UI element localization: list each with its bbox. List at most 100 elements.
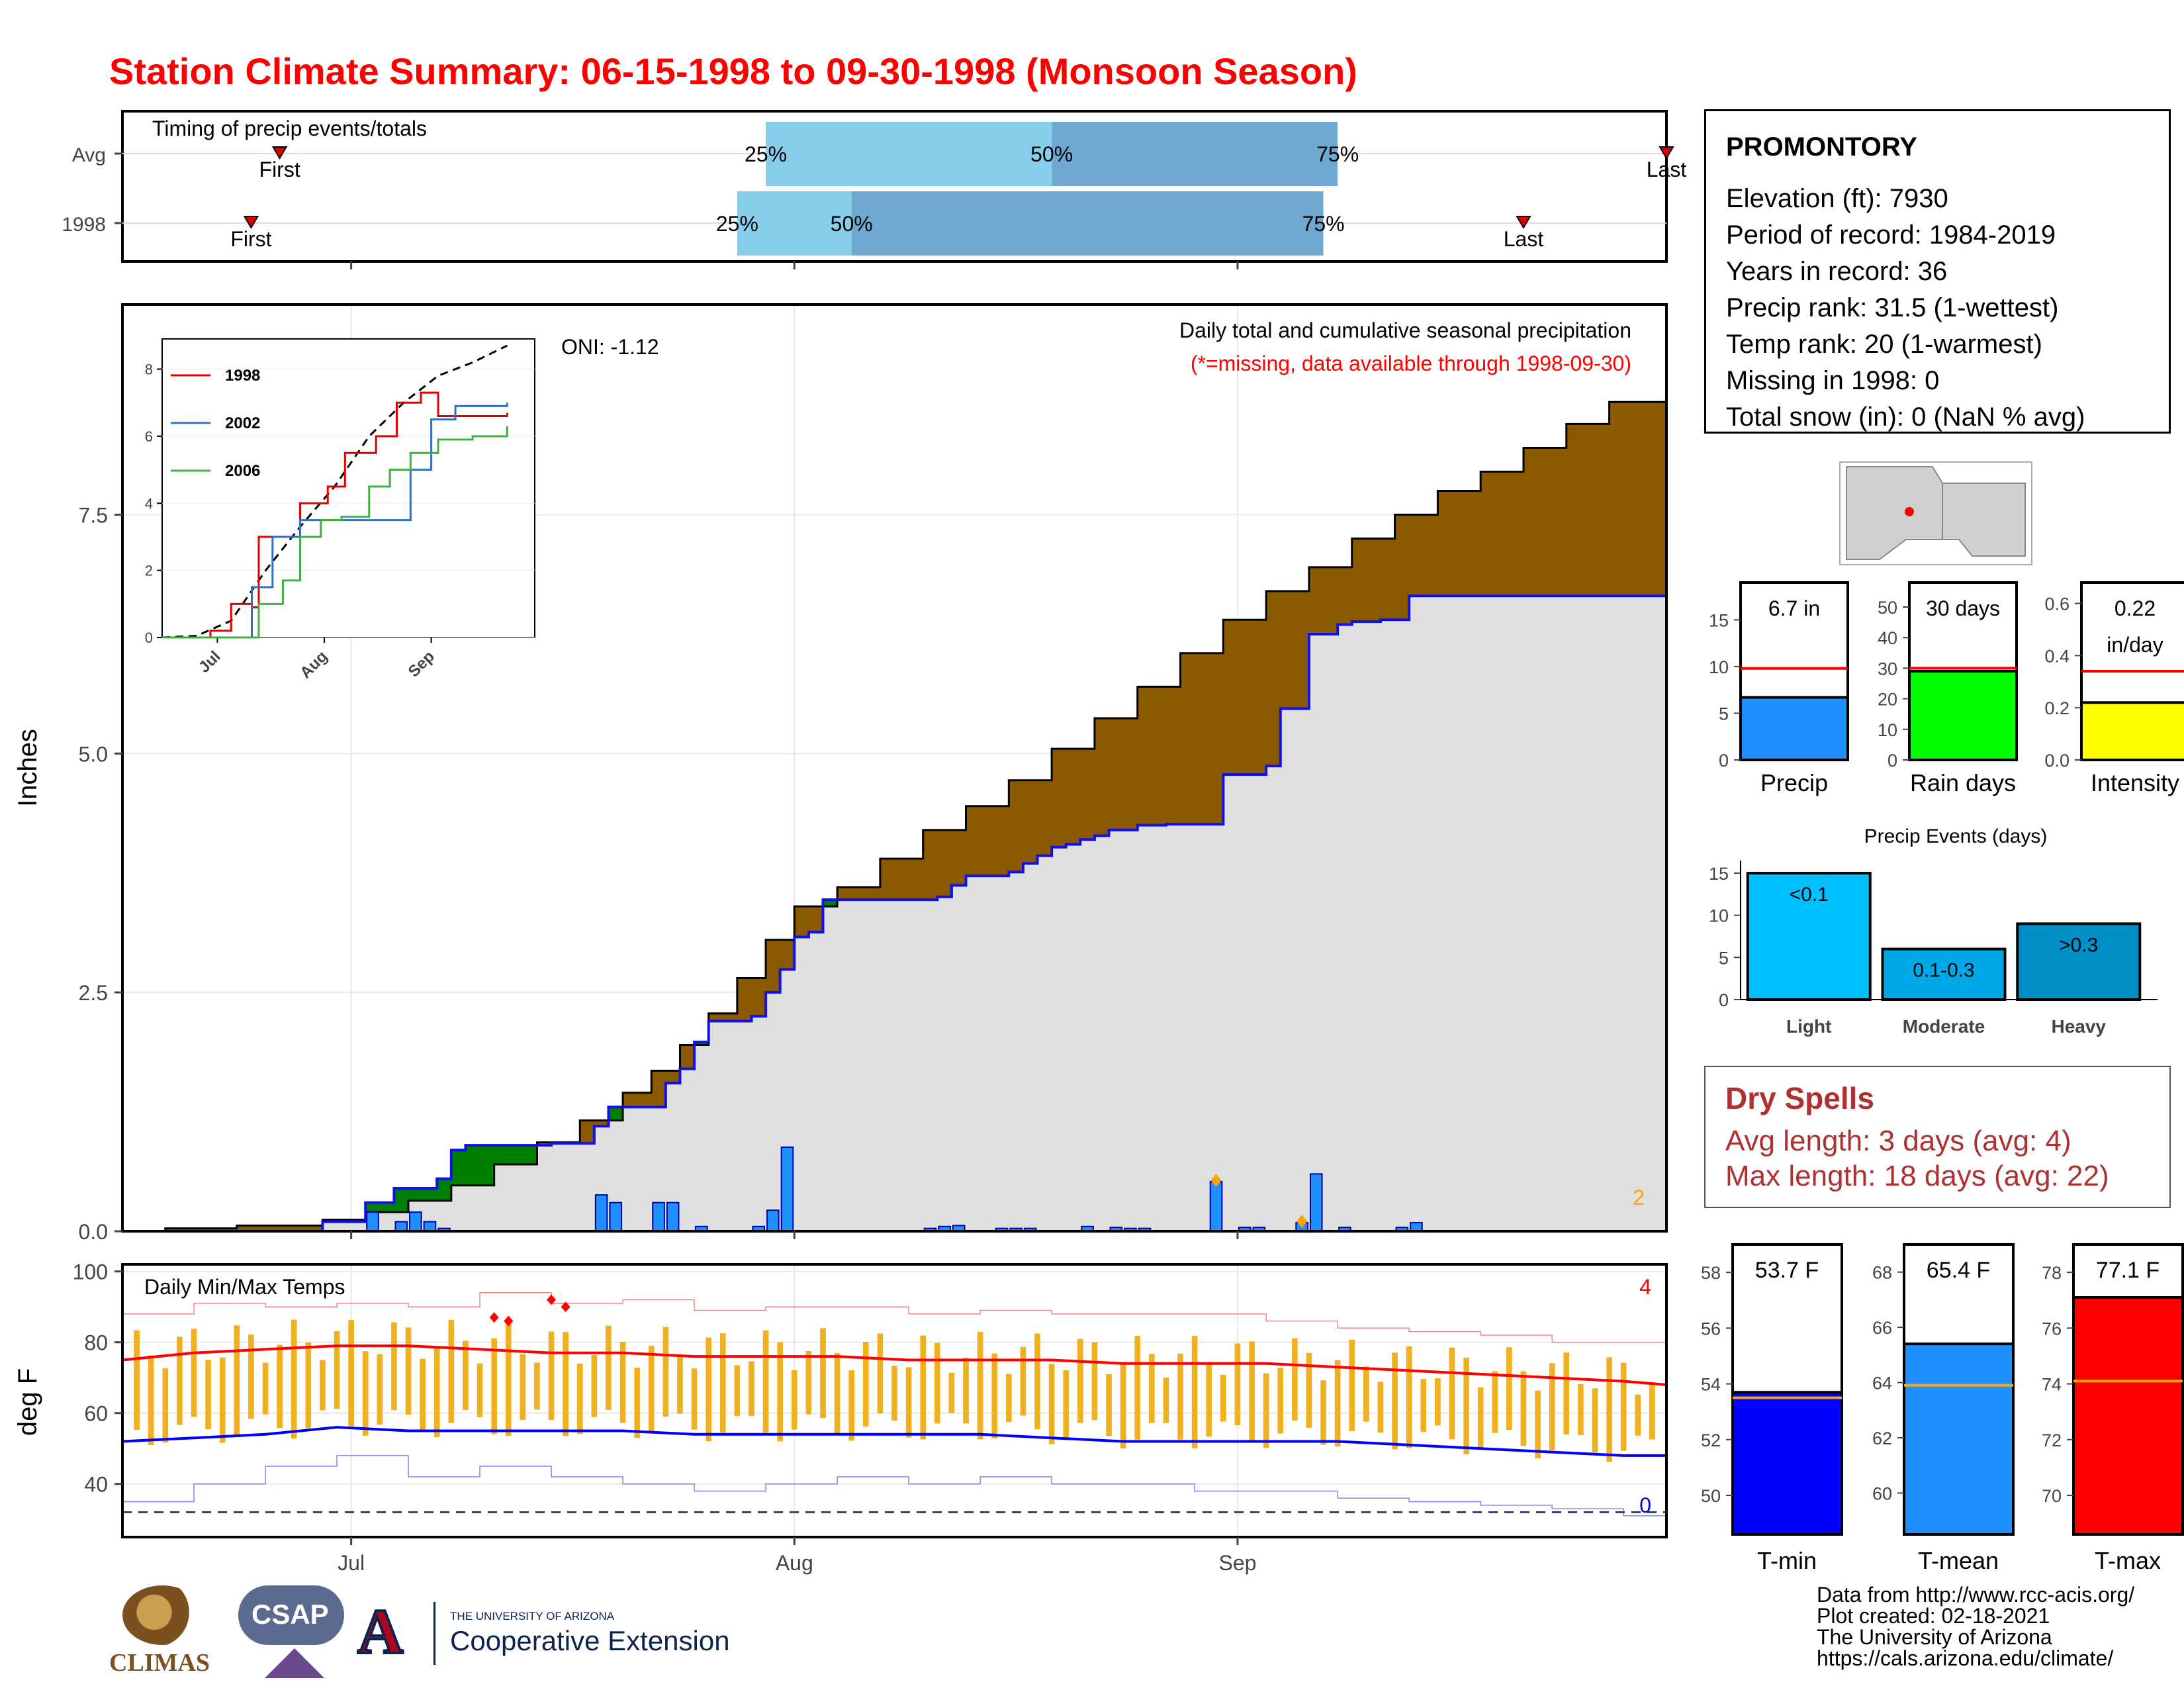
daily-temp-bar: [591, 1354, 598, 1417]
daily-temp-bar: [177, 1336, 183, 1425]
daily-temp-bar: [877, 1333, 884, 1414]
tsummary-y-tick-label: 50: [1701, 1486, 1721, 1506]
daily-temp-bar: [948, 1372, 955, 1413]
daily-temp-bar: [1635, 1394, 1641, 1436]
daily-temp-bar: [348, 1320, 354, 1427]
events-y-tick-label: 0: [1719, 990, 1729, 1010]
events-y-tick-label: 15: [1709, 864, 1729, 884]
daily-temp-bar: [433, 1346, 440, 1438]
daily-temp-bar: [377, 1354, 383, 1425]
temp-y-tick-label: 100: [73, 1260, 108, 1284]
daily-temp-bar: [334, 1331, 340, 1409]
daily-temp-bar: [805, 1351, 812, 1415]
daily-temp-bar: [1463, 1357, 1469, 1454]
events-category-label: Light: [1786, 1016, 1831, 1037]
climas-logo: CLIMAS: [109, 1582, 215, 1681]
inset-frame: [161, 338, 535, 638]
daily-temp-bar: [534, 1362, 540, 1410]
daily-temp-bar: [791, 1370, 797, 1430]
daily-precip-bar: [423, 1221, 437, 1233]
inset-series-1998: [162, 391, 508, 639]
timing-title: Timing of precip events/totals: [152, 117, 427, 140]
daily-temp-bar: [248, 1335, 254, 1419]
summary-y-tick-label: 0.2: [2044, 698, 2070, 718]
precip-y-tick-label: 5.0: [79, 742, 108, 766]
daily-temp-bar: [320, 1360, 326, 1411]
timing-label-50: 50%: [831, 212, 873, 236]
tsummary-bar-t-mean: [1903, 1342, 2015, 1536]
daily-precip-mark: [1297, 1215, 1308, 1229]
station-name: PROMONTORY: [1726, 132, 1917, 162]
daily-temp-bar: [1520, 1371, 1527, 1446]
daily-temp-bar: [1020, 1346, 1026, 1416]
daily-temp-bar: [1563, 1352, 1570, 1434]
footer-plot-created: Plot created: 02-18-2021: [1817, 1604, 2050, 1628]
summary-y-tick-label: 30: [1878, 659, 1897, 679]
summary-category-label: Rain days: [1910, 769, 2016, 796]
daily-temp-bar: [1492, 1371, 1498, 1433]
inset-y-tick-label: 0: [145, 630, 153, 646]
summary-y-tick-label: 0.0: [2044, 751, 2070, 771]
daily-temp-bar: [991, 1353, 998, 1438]
summary-value-unit: in/day: [2107, 633, 2163, 657]
daily-temp-bar: [1077, 1338, 1083, 1423]
summary-value-label: 30 days: [1926, 596, 2000, 620]
daily-temp-bar: [719, 1333, 726, 1433]
daily-temp-bar: [463, 1340, 469, 1410]
record-min-line: [122, 1455, 1667, 1517]
daily-precip-bar: [780, 1146, 794, 1233]
daily-temp-bar: [1063, 1370, 1069, 1440]
inset-y-tick-label: 8: [145, 361, 153, 378]
timing-marker-first: [243, 216, 259, 229]
daily-temp-bar: [234, 1325, 240, 1437]
events-bar-label: >0.3: [2059, 934, 2098, 956]
events-bar-heavy: [2016, 922, 2142, 1002]
daily-temp-bar: [305, 1342, 312, 1429]
inset-series-2002: [162, 402, 508, 639]
daily-temp-bar: [848, 1370, 855, 1441]
precip-y-tick-label: 0.0: [79, 1220, 108, 1244]
daily-temp-bar: [491, 1338, 497, 1434]
daily-temp-bar: [963, 1358, 969, 1424]
record-max-line: [122, 1292, 1666, 1343]
locator-map-states: [1846, 466, 2026, 560]
daily-temp-bar: [862, 1342, 869, 1427]
daily-precip-bar: [1309, 1173, 1323, 1233]
precip-panel-frame: [121, 303, 1668, 1233]
station-location-dot: [1905, 507, 1914, 516]
daily-temp-bar: [277, 1344, 283, 1429]
daily-temp-bar: [1149, 1354, 1155, 1423]
temp-y-axis-label: deg F: [13, 1368, 42, 1436]
daily-temp-bar: [420, 1358, 426, 1432]
footer-url: https://cals.arizona.edu/climate/: [1817, 1646, 2114, 1670]
csap-mountain-icon: [265, 1648, 324, 1678]
temp-y-tick-label: 40: [84, 1473, 108, 1497]
tsummary-y-tick-label: 54: [1701, 1375, 1721, 1395]
daily-temp-bar: [820, 1328, 826, 1419]
daily-temp-bar: [134, 1330, 140, 1430]
tsummary-bar-t-max: [2072, 1296, 2184, 1536]
daily-temp-bar: [405, 1327, 412, 1415]
events-y-tick-label: 10: [1709, 906, 1729, 926]
daily-temp-bar: [548, 1331, 555, 1421]
tsummary-category-label: T-max: [2095, 1547, 2161, 1574]
daily-temp-bar: [576, 1363, 583, 1434]
summary-value-label: 6.7 in: [1768, 596, 1820, 620]
station-info-box: PROMONTORY Elevation (ft): 7930 Period o…: [1704, 109, 2171, 434]
oni-label: ONI: -1.12: [561, 335, 659, 359]
record-temp-mark: [561, 1301, 570, 1313]
daily-temp-bar: [1535, 1390, 1541, 1459]
temp-y-tick-label: 80: [84, 1331, 108, 1355]
daily-temp-bar: [734, 1365, 741, 1417]
daily-temp-bar: [1234, 1343, 1241, 1426]
summary-y-tick-label: 10: [1709, 657, 1729, 677]
daily-precip-bar: [609, 1201, 623, 1233]
precip-corner-note: 2: [1633, 1186, 1645, 1209]
summary-bar-rain-days: [1908, 670, 2018, 761]
inset-series-2006: [162, 426, 508, 639]
tsummary-category-label: T-min: [1757, 1547, 1817, 1574]
tsummary-y-tick-label: 70: [2042, 1486, 2062, 1506]
record-temp-mark: [547, 1294, 557, 1305]
events-bar-label: <0.1: [1790, 884, 1829, 906]
